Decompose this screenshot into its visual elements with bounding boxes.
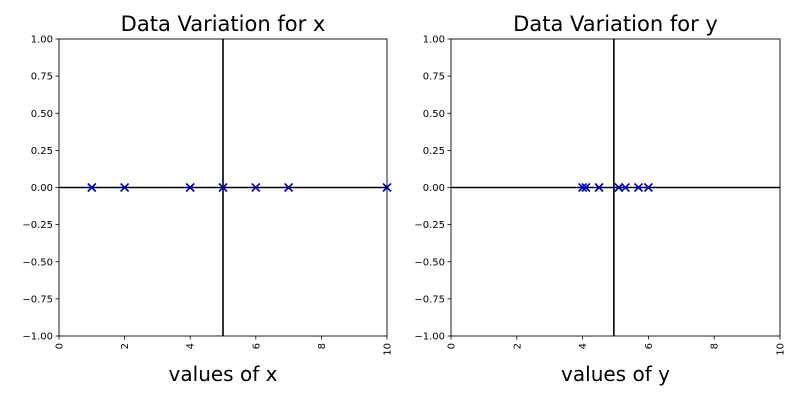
scatter-point [643,182,653,193]
y-tick-label: 0.00 [423,183,445,194]
scatter-point [594,182,604,193]
y-tick-label: 0.75 [423,72,445,83]
x-tick-label: 2 [512,343,523,349]
chart-panel-x: Data Variation for x −1.00 −0.75 −0.50 −0.25… [22,12,393,386]
y-tick-label: −1.00 [414,332,445,343]
scatter-point [87,182,97,193]
chart-title: Data Variation for x [121,12,326,36]
y-tick-label: 0.75 [31,72,53,83]
y-tick-label: −0.25 [414,220,445,231]
y-tick-label: 1.00 [423,35,445,46]
x-tick-label: 0 [447,343,458,349]
scatter-point [581,182,591,193]
x-tick-label: 6 [251,343,262,349]
x-tick-label: 10 [776,343,787,356]
y-tick-label: 0.50 [423,109,445,120]
x-tick-label: 4 [186,343,197,349]
plot-frame [58,38,388,337]
scatter-point [633,182,644,193]
chart-title: Data Variation for y [513,12,718,36]
y-tick-label: −0.75 [22,294,53,305]
scatter-point [578,182,588,193]
x-tick-label: 6 [644,343,655,349]
chart-panel-y: Data Variation for y −1.00 −0.75 −0.50 −0.25… [414,12,786,386]
y-tick-label: 0.00 [31,183,53,194]
x-axis-label: values of y [561,362,670,386]
y-tick-label: −0.50 [22,257,53,268]
y-tick-label: −0.75 [414,294,445,305]
scatter-point [620,182,630,193]
plot-frame [450,38,781,337]
x-tick-label: 0 [55,343,66,349]
y-tick-label: 1.00 [31,35,53,46]
x-tick-label: 8 [317,343,328,349]
x-tick-label: 4 [578,343,589,349]
x-tick-label: 2 [120,343,131,349]
x-tick-label: 8 [710,343,721,349]
y-tick-label: −0.50 [414,257,445,268]
scatter-point [251,182,261,193]
x-tick-label: 10 [383,343,394,356]
y-tick-label: −1.00 [22,332,53,343]
scatter-point [284,182,294,193]
scatter-point [185,182,195,193]
scatter-point [218,182,228,193]
scatter-point [120,182,130,193]
y-tick-label: 0.50 [31,109,53,120]
y-tick-label: 0.25 [31,146,53,157]
y-tick-label: 0.25 [423,146,445,157]
x-axis-label: values of x [169,362,278,386]
scatter-point [614,182,624,193]
y-tick-label: −0.25 [22,220,53,231]
